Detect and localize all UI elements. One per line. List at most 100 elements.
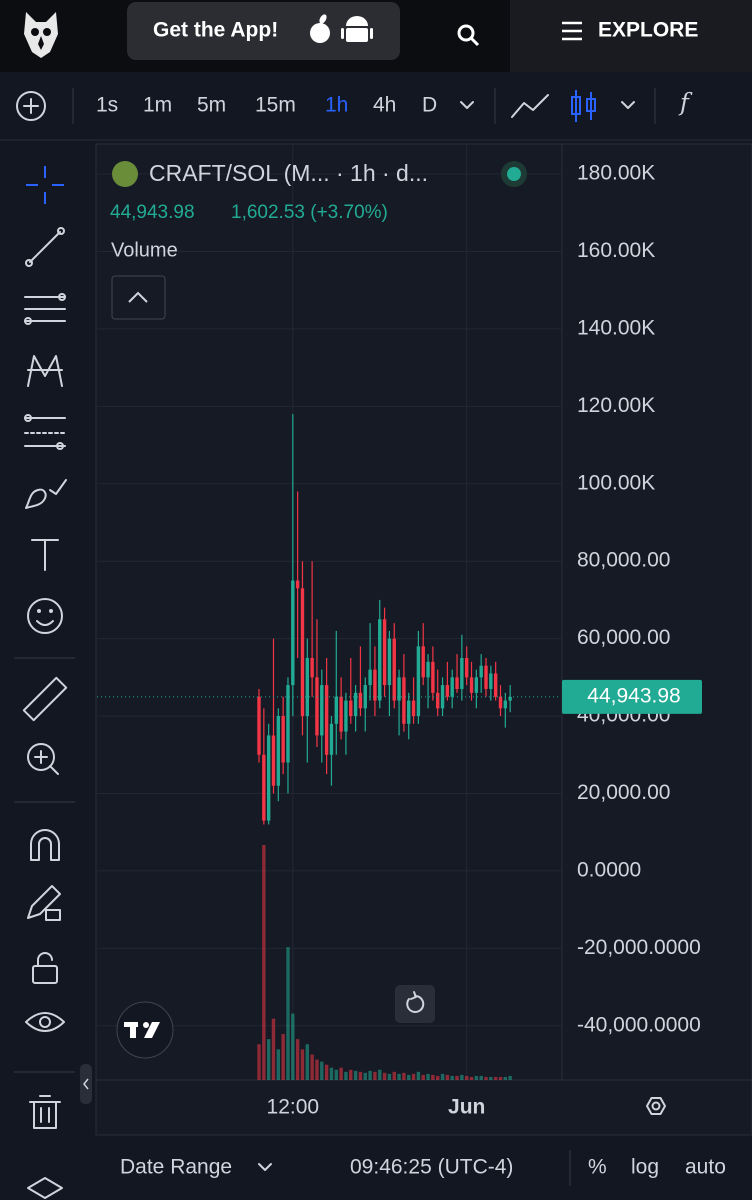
candle-body [344,700,348,732]
candle-body [464,657,469,678]
chevron[interactable] [460,101,474,109]
crosshair-icon[interactable] [26,166,64,204]
auto-toggle[interactable]: auto [685,1156,726,1179]
candle-body [397,677,401,701]
candle-body [489,673,493,689]
interval-active[interactable]: 1h [325,94,348,117]
candle-body [281,716,285,763]
volume-bar [464,1075,469,1080]
volume-bar [286,947,290,1080]
interval[interactable]: 15m [255,94,296,117]
candle-body [498,696,503,709]
volume-bar [300,1049,305,1080]
fib-icon[interactable] [24,293,66,325]
y-tick-label: 140.00K [577,316,655,339]
interval[interactable]: 4h [373,94,396,117]
candle-body [310,657,314,678]
interval[interactable]: D [422,94,437,117]
volume-bar [402,1072,406,1080]
reset-button[interactable] [395,985,435,1023]
emoji-icon[interactable] [27,598,63,634]
x-tick-label: Jun [448,1096,485,1119]
collapse-legend-button[interactable] [111,275,166,320]
volume-bar [416,1071,421,1080]
line-chart-icon[interactable] [511,94,549,118]
y-tick-label: 100.00K [577,471,655,494]
volume-bar [295,1039,300,1080]
candle-icon[interactable] [571,90,596,122]
volume-bar [378,1069,382,1080]
y-tick-label: -40,000.0000 [577,1013,701,1036]
candle-body [358,692,363,709]
explore-text: EXPLORE [598,19,698,42]
legend-price: 44,943.98 [110,202,195,223]
explore-button[interactable] [510,0,752,72]
candle-body [320,685,324,736]
candle-body [286,685,290,763]
symbol-title: CRAFT/SOL (M... · 1h · d... [149,160,428,186]
candle-body [493,673,498,697]
chevron [258,1163,272,1171]
logo[interactable] [24,12,58,58]
tv-logo[interactable] [116,1001,174,1059]
trendline-icon[interactable] [25,227,65,267]
layers-icon[interactable] [27,1177,63,1199]
interval[interactable]: 5m [197,94,226,117]
ruler-icon[interactable] [22,676,68,722]
candle-body [334,696,338,724]
date-range[interactable]: Date Range [120,1156,232,1179]
candle-body [431,661,435,693]
volume-bar [276,1049,281,1080]
add-icon[interactable] [16,91,46,121]
candle-body [436,692,440,709]
prediction-icon[interactable] [24,414,66,450]
volume-bar [358,1071,363,1080]
volume-bar [484,1076,488,1080]
eye-icon[interactable] [25,1012,65,1032]
volume-bar [266,1039,271,1080]
candle-body [382,619,387,686]
volume-bar [344,1071,348,1080]
search-icon[interactable] [457,24,480,47]
candle-body [392,638,396,701]
candle-body [455,677,459,689]
candle-body [440,685,445,709]
percent-toggle[interactable]: % [588,1156,607,1179]
candle-body [484,665,488,689]
lock-icon[interactable] [32,952,58,984]
magnet-icon[interactable] [30,829,60,861]
candle-body [426,661,430,678]
get-app-button[interactable] [127,2,400,60]
log-toggle[interactable]: log [631,1156,659,1179]
zoom-icon[interactable] [27,743,59,775]
interval[interactable]: 1m [143,94,172,117]
candle-body [387,638,392,686]
collapse-legend-icon [128,291,148,303]
candle-body [402,677,406,724]
volume-bar [392,1071,396,1080]
volume-bar [368,1070,372,1080]
candle-body [503,700,508,709]
candle-body [421,646,425,678]
candle-body [291,580,295,686]
chevron[interactable] [621,101,635,109]
candle-body [262,754,266,821]
candle-body [378,619,382,701]
interval[interactable]: 1s [96,94,118,117]
lock-draw-icon[interactable] [27,885,61,921]
candle-body [349,700,353,717]
candle-body [305,657,309,717]
trash-icon[interactable] [29,1095,61,1129]
y-tick-label: -20,000.0000 [577,936,701,959]
pattern-icon[interactable] [27,355,63,387]
text-icon[interactable] [31,539,59,571]
clock[interactable]: 09:46:25 (UTC-4) [350,1156,513,1179]
y-tick-label: 120.00K [577,394,655,417]
collapse-handle[interactable] [80,1064,92,1104]
volume-bar [281,1034,285,1080]
volume-bar [421,1074,425,1080]
settings-icon[interactable] [646,1097,666,1115]
brush-icon[interactable] [25,479,67,509]
volume-bar [387,1073,392,1080]
